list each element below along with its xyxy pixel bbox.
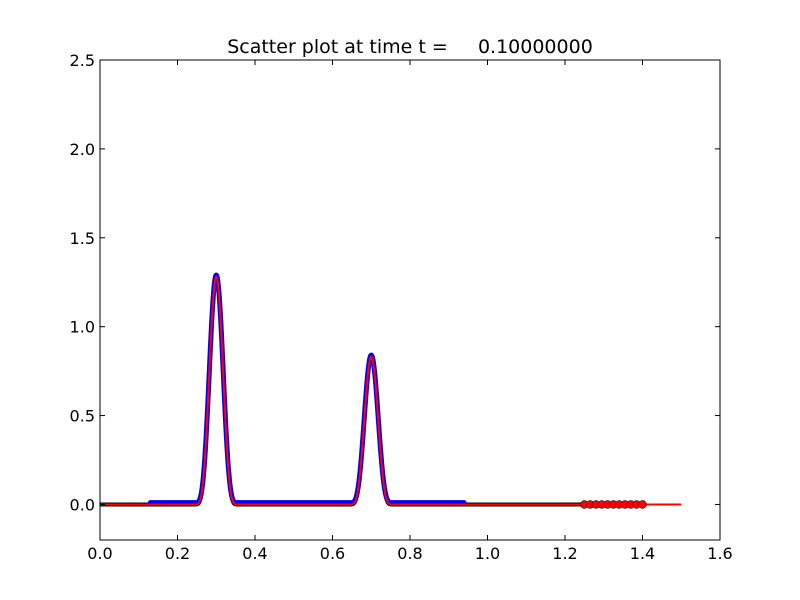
y-tick-label: 2.0 [70,140,95,159]
y-tick-label: 0.0 [70,495,95,514]
ticks-layer: 0.0 0.2 0.4 0.6 0.8 1.0 1.2 1.4 1.6 0.0 0.5 1.0 1.5 2… [70,51,733,563]
y-tick-label: 0.5 [70,407,95,426]
x-tick-label: 0.6 [320,544,345,563]
y-tick-label: 1.5 [70,229,95,248]
marker-point [638,500,647,509]
x-tick-label: 0.0 [87,544,112,563]
x-tick-label: 0.8 [397,544,422,563]
chart-title: Scatter plot at time t = 0.10000000 [227,36,593,58]
x-tick-label: 0.4 [242,544,267,563]
x-tick-label: 0.2 [165,544,190,563]
data-layer [100,272,682,509]
x-tick-label: 1.0 [475,544,500,563]
x-tick-label: 1.4 [630,544,655,563]
x-tick-label: 1.2 [552,544,577,563]
plot-area: 0.0 0.2 0.4 0.6 0.8 1.0 1.2 1.4 1.6 0.0 0.5 1.0 1.5 2… [70,51,733,563]
series-3-markers [580,500,647,509]
y-tick-label: 1.0 [70,318,95,337]
x-tick-label: 1.6 [707,544,732,563]
y-tick-label: 2.5 [70,51,95,70]
